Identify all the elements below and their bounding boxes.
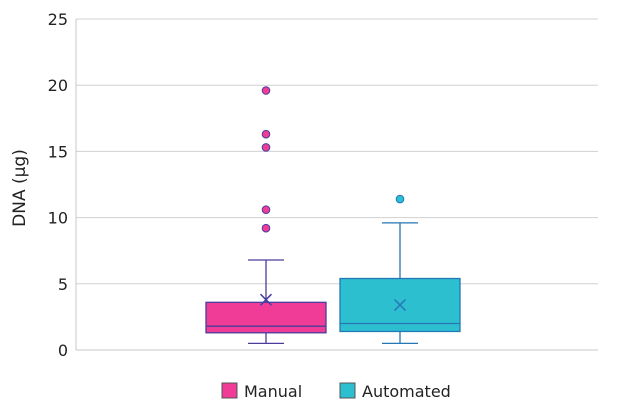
y-tick-label-20: 20: [48, 76, 68, 95]
outlier-automated-1: [395, 194, 405, 204]
y-tick-label-0: 0: [58, 341, 68, 360]
iqr-box-manual: [205, 301, 327, 334]
box-automated: [339, 194, 461, 345]
legend: Manual Automated: [221, 382, 451, 401]
y-tick-label-5: 5: [58, 275, 68, 294]
legend-swatch-manual: [221, 382, 238, 399]
y-tick-label-25: 25: [48, 10, 68, 29]
box-manual: [205, 86, 327, 345]
y-tick-label-15: 15: [48, 142, 68, 161]
outlier-manual-2: [261, 205, 271, 214]
outlier-manual-1: [261, 223, 271, 233]
boxes: [205, 86, 461, 345]
legend-label-automated: Automated: [362, 382, 451, 401]
mean-marker-manual: [259, 293, 273, 306]
outlier-manual-5: [261, 86, 271, 95]
outlier-manual-3: [261, 143, 271, 152]
outlier-manual-4: [261, 129, 271, 139]
mean-marker-automated: [393, 298, 407, 312]
legend-swatch-automated: [339, 382, 356, 399]
y-tick-labels: 0 5 10 15 20 25: [48, 10, 68, 360]
y-axis-title: DNA (µg): [10, 149, 30, 227]
legend-label-manual: Manual: [244, 382, 302, 401]
gridlines: [75, 18, 598, 351]
y-tick-label-10: 10: [48, 209, 68, 228]
